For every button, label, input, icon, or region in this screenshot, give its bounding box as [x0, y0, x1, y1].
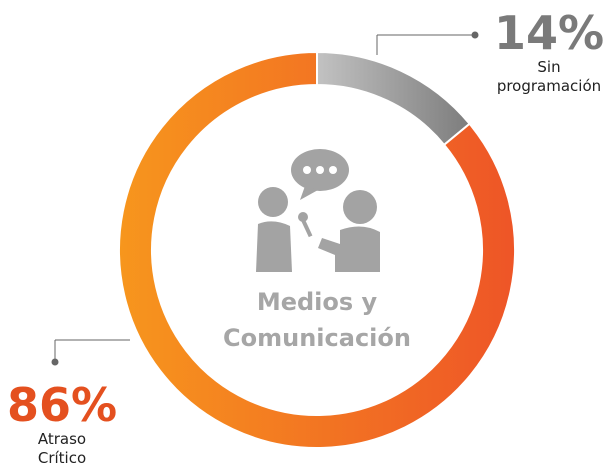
leader-dot	[51, 358, 59, 366]
category-label: Sin programación	[496, 58, 602, 95]
value-label: 14%	[493, 6, 605, 60]
label-group: 14% Sin programación	[484, 8, 614, 96]
icon	[256, 149, 380, 272]
center-label: Medios y Comunicación	[223, 288, 411, 352]
donut-segment	[118, 50, 516, 449]
label-group: 86% Atraso Crítico	[0, 380, 124, 468]
value-label: 86%	[6, 378, 118, 432]
donut-segment	[316, 50, 471, 147]
category-label: Atraso Crítico	[37, 430, 87, 467]
leader-dot	[471, 31, 479, 39]
